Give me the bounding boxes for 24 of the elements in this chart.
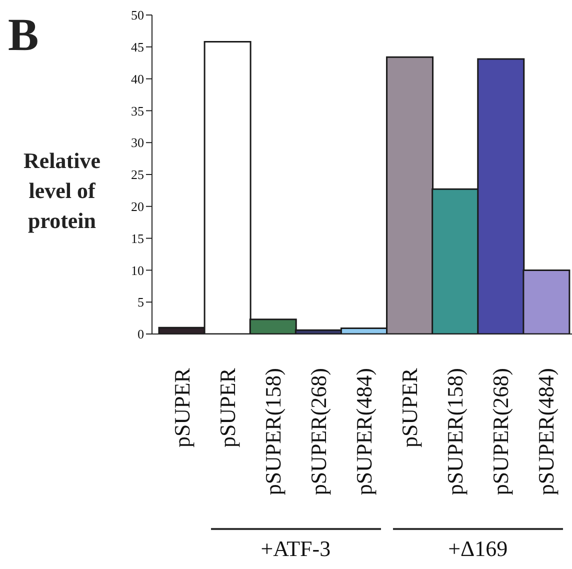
y-tick-label: 0 (138, 326, 144, 342)
y-tick-label: 50 (131, 8, 144, 23)
x-tick-label: pSUPER(158) (260, 368, 286, 496)
x-tick-label: pSUPER (397, 368, 422, 448)
y-tick-label: 5 (138, 294, 144, 310)
y-axis-title: Relative level of protein (22, 147, 102, 235)
x-tick-label: pSUPER(484) (352, 368, 376, 496)
y-tick-label: 20 (131, 199, 144, 214)
text: +Δ169 (447, 536, 509, 562)
y-tick-label: 40 (131, 71, 144, 86)
y-tick-label: 25 (131, 167, 144, 182)
x-tick-label: pSUPER (214, 368, 240, 448)
y-tick-label: 10 (131, 262, 144, 278)
x-tick-label: pSUPER(158) (442, 368, 468, 496)
x-tick-label: pSUPER(268) (488, 368, 514, 496)
y-tick-label: 15 (131, 230, 144, 246)
chart-title: B (8, 9, 39, 60)
x-tick-label: pSUPER(484) (534, 368, 559, 496)
x-tick-label: pSUPER (169, 368, 194, 448)
y-tick-label: 35 (131, 103, 144, 118)
y-tick-label: 45 (131, 40, 144, 55)
y-tick-label: 30 (131, 135, 144, 150)
text: +ATF-3 (260, 536, 332, 562)
x-tick-label: pSUPER(268) (306, 368, 331, 496)
